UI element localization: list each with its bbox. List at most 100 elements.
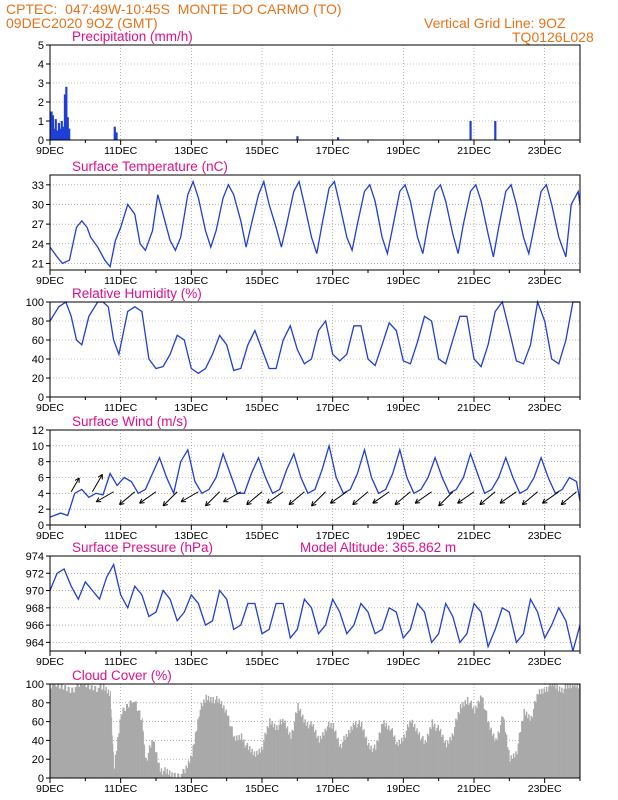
cloud-bar xyxy=(388,725,390,778)
cloud-bar xyxy=(81,685,84,778)
cloud-bar xyxy=(424,740,427,778)
wind-arrow-head xyxy=(561,503,567,506)
cloud-bar xyxy=(201,706,204,778)
cloud-bar xyxy=(224,712,226,778)
cloud-bar xyxy=(204,702,206,778)
cloud-bar xyxy=(474,713,476,778)
cloud-bar xyxy=(88,689,91,778)
cloud-bar xyxy=(292,730,295,778)
cloud-bar xyxy=(212,696,215,778)
x-tick-label: 19DEC xyxy=(386,402,420,414)
cloud-bar xyxy=(439,728,442,778)
cloud-bar xyxy=(99,684,102,778)
y-tick-label: 970 xyxy=(26,586,44,598)
cloud-bar xyxy=(550,685,553,778)
cloud-bar xyxy=(147,752,150,778)
precip-bar xyxy=(115,132,118,140)
cloud-bar xyxy=(444,740,447,778)
cloud-bar xyxy=(426,733,429,778)
wind-arrow-head xyxy=(162,504,168,507)
cloud-bar xyxy=(71,687,74,778)
cloud-bar xyxy=(364,737,366,778)
x-tick-label: 9DEC xyxy=(36,530,64,542)
cloud-bar xyxy=(425,742,428,778)
cloud-bar xyxy=(397,745,399,778)
cloud-bar xyxy=(129,700,132,778)
precip-bar xyxy=(68,128,71,140)
panel-title: Relative Humidity (%) xyxy=(72,286,202,301)
cloud-bar xyxy=(436,727,438,778)
cloud-bar xyxy=(432,726,435,778)
cloud-bar xyxy=(184,773,186,778)
cloud-bar xyxy=(400,737,403,778)
cloud-bar xyxy=(191,756,193,778)
cloud-bar xyxy=(260,746,263,778)
cloud-bar xyxy=(404,737,406,778)
wind-arrow xyxy=(70,477,80,492)
wind-arrow xyxy=(91,474,103,493)
cloud-bar xyxy=(330,722,332,778)
cloud-bar xyxy=(233,735,236,778)
cloud-bar xyxy=(266,726,269,778)
cloud-bar xyxy=(94,686,97,778)
wind-arrow-head xyxy=(310,500,314,507)
wind-line xyxy=(49,443,581,518)
wind-arrow-head xyxy=(204,500,208,507)
x-tick-label: 15DEC xyxy=(245,530,279,542)
cloud-bar xyxy=(145,758,147,778)
cloud-bar xyxy=(227,715,230,778)
cloud-bar xyxy=(517,743,520,778)
cloud-bar xyxy=(532,709,535,778)
cloud-bar xyxy=(547,691,549,778)
cloud-bar xyxy=(318,742,321,778)
x-tick-label: 19DEC xyxy=(386,783,420,795)
cloud-bar xyxy=(306,722,309,778)
cloud-bar xyxy=(469,702,471,778)
cloud-bar xyxy=(419,740,422,778)
cloud-bar xyxy=(413,724,416,778)
cloud-bar xyxy=(519,732,522,778)
cloud-bar xyxy=(211,702,213,778)
wind-arrow xyxy=(414,491,432,504)
panel-frame xyxy=(49,301,581,398)
cloud-bar xyxy=(398,739,401,778)
cloud-bar xyxy=(271,720,273,778)
cloud-bar xyxy=(167,774,170,778)
cloud-bar xyxy=(193,743,196,778)
cloud-bar xyxy=(552,685,555,778)
cloud-bar xyxy=(536,693,538,778)
y-tick-label: 60 xyxy=(32,717,44,729)
cloud-bar xyxy=(384,726,386,778)
wind-arrow-head xyxy=(95,497,100,503)
cloud-bar xyxy=(516,754,518,778)
x-tick-label: 9DEC xyxy=(36,275,64,287)
cloud-bar xyxy=(515,751,517,778)
y-tick-label: 100 xyxy=(26,679,44,691)
wind-arrow-head xyxy=(352,499,355,505)
cloud-bar xyxy=(345,733,348,778)
cloud-bar xyxy=(194,732,197,778)
cloud-bar xyxy=(283,722,285,778)
cloud-bar xyxy=(291,729,293,778)
cloud-bar xyxy=(558,686,561,778)
cloud-bar xyxy=(537,694,540,778)
cloud-bar xyxy=(499,724,502,778)
wind-arrow-head xyxy=(352,503,358,506)
cloud-bar xyxy=(108,696,111,778)
wind-arrow-head xyxy=(499,498,503,504)
cloud-bar xyxy=(344,739,346,778)
cloud-bar xyxy=(527,717,529,778)
cloud-bar xyxy=(279,719,282,778)
wind-arrow xyxy=(162,491,178,507)
cloud-bar xyxy=(331,728,333,778)
cloud-bar xyxy=(511,759,514,778)
cloud-bar xyxy=(187,760,190,778)
cloud-bar xyxy=(479,695,482,778)
cloud-bar xyxy=(491,735,494,778)
cloud-bar xyxy=(232,736,235,778)
cloud-bar xyxy=(428,735,430,778)
cloud-bar xyxy=(92,690,95,778)
panel-wind: 0 2 4 6 8 10 12 9DEC 11DEC 13DEC 15DEC 17DEC 19DEC 21… xyxy=(32,414,581,542)
cloud-bar xyxy=(83,684,86,778)
wind-arrow xyxy=(311,491,326,507)
